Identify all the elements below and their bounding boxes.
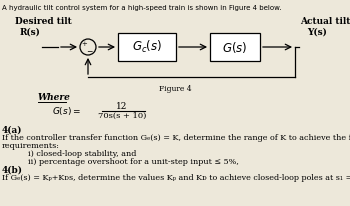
- Text: i) closed-loop stability, and: i) closed-loop stability, and: [28, 150, 136, 158]
- Text: Where: Where: [38, 93, 71, 102]
- Text: $G(s) = $: $G(s) = $: [52, 105, 81, 117]
- Text: 4(b): 4(b): [2, 166, 23, 175]
- Text: If the controller transfer function Gₑ(s) = K, determine the range of K to achie: If the controller transfer function Gₑ(s…: [2, 134, 350, 142]
- Text: If Gₑ(s) = Kₚ+Kᴅs, determine the values Kₚ and Kᴅ to achieve closed-loop poles a: If Gₑ(s) = Kₚ+Kᴅs, determine the values …: [2, 174, 350, 182]
- Text: Actual tilt: Actual tilt: [300, 17, 350, 26]
- Text: A hydraulic tilt control system for a high-speed train is shown in Figure 4 belo: A hydraulic tilt control system for a hi…: [2, 5, 281, 11]
- Text: +: +: [81, 40, 87, 48]
- Text: 4(a): 4(a): [2, 126, 22, 135]
- Text: −: −: [86, 48, 92, 56]
- Text: Figure 4: Figure 4: [159, 85, 191, 93]
- Text: $G_c(s)$: $G_c(s)$: [132, 39, 162, 55]
- Text: R(s): R(s): [20, 28, 41, 37]
- Text: Desired tilt: Desired tilt: [15, 17, 72, 26]
- Text: ii) percentage overshoot for a unit-step input ≤ 5%,: ii) percentage overshoot for a unit-step…: [28, 158, 239, 166]
- Text: 12: 12: [116, 102, 128, 111]
- Text: requirements:: requirements:: [2, 142, 60, 150]
- FancyBboxPatch shape: [118, 33, 176, 61]
- Text: $G(s)$: $G(s)$: [222, 40, 248, 55]
- FancyBboxPatch shape: [210, 33, 260, 61]
- Text: 70s(s + 10): 70s(s + 10): [98, 112, 146, 120]
- Text: Y(s): Y(s): [307, 28, 327, 37]
